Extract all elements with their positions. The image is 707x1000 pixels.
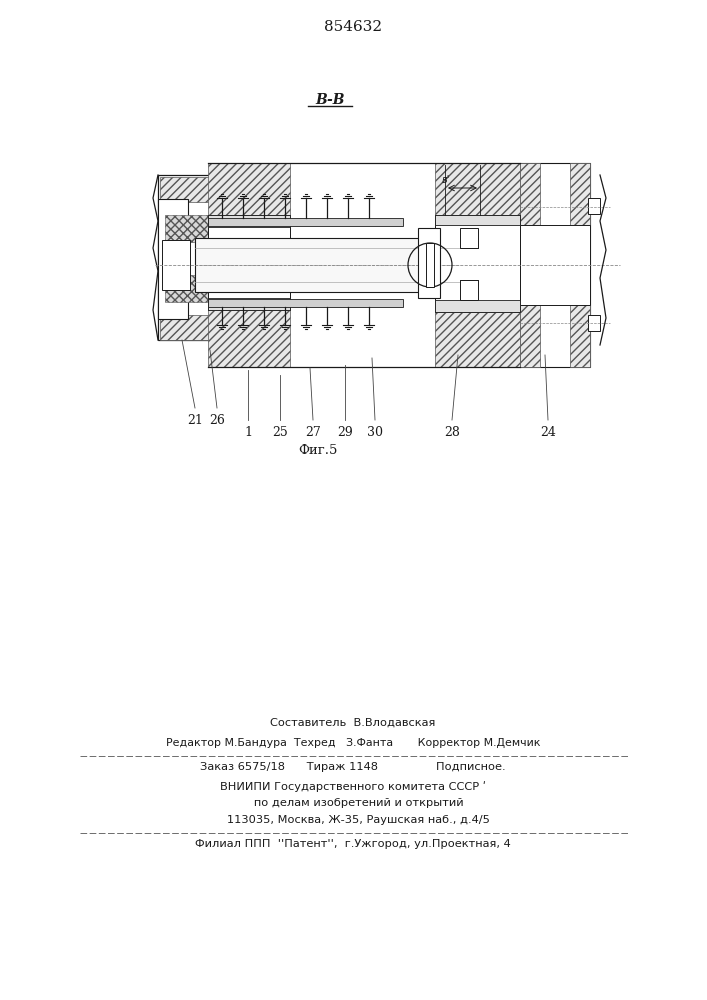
Bar [418, 228, 440, 298]
Text: 26: 26 [209, 414, 225, 427]
Text: 21: 21 [187, 414, 203, 427]
Text: Заказ 6575/18      Тираж 1148                Подписное.: Заказ 6575/18 Тираж 1148 Подписное. [200, 762, 506, 772]
Bar [435, 300, 520, 312]
Bar [520, 163, 590, 367]
Bar [208, 298, 290, 310]
Text: 27: 27 [305, 426, 321, 439]
Bar [435, 215, 520, 225]
Text: 30: 30 [367, 426, 383, 439]
Bar [195, 238, 460, 292]
Text: Редактор М.Бандура  Техред   З.Фанта       Корректор М.Демчик: Редактор М.Бандура Техред З.Фанта Коррек… [165, 738, 540, 748]
Text: Составитель  В.Влодавская: Составитель В.Влодавская [270, 718, 436, 728]
Bar [460, 228, 478, 248]
Bar [426, 243, 434, 287]
Bar [570, 163, 590, 367]
Text: 28: 28 [444, 426, 460, 439]
Text: Фиг.5: Фиг.5 [298, 444, 338, 457]
Bar [208, 218, 403, 226]
Text: ВНИИПИ Государственного комитета СССР ʹ: ВНИИПИ Государственного комитета СССР ʹ [220, 781, 486, 792]
Bar [208, 215, 290, 227]
Bar [588, 198, 600, 214]
Text: в': в' [442, 175, 450, 185]
Bar [520, 225, 590, 305]
Text: B-B: B-B [315, 93, 345, 107]
Bar [160, 177, 213, 202]
Text: Филиал ППП  ''Патент'',  г.Ужгород, ул.Проектная, 4: Филиал ППП ''Патент'', г.Ужгород, ул.Про… [195, 839, 511, 849]
Bar [208, 215, 290, 310]
Bar [208, 163, 290, 367]
Text: 854632: 854632 [324, 20, 382, 34]
Bar [208, 299, 403, 307]
Bar [158, 199, 188, 319]
Bar [460, 280, 478, 300]
Bar [158, 175, 215, 340]
Bar [520, 163, 540, 367]
Bar [435, 215, 520, 312]
Text: 24: 24 [540, 426, 556, 439]
Text: 29: 29 [337, 426, 353, 439]
Bar [588, 315, 600, 331]
Text: 25: 25 [272, 426, 288, 439]
Text: по делам изобретений и открытий: по делам изобретений и открытий [243, 798, 463, 808]
Bar [162, 240, 190, 290]
Text: 113035, Москва, Ж-35, Раушская наб., д.4/5: 113035, Москва, Ж-35, Раушская наб., д.4… [216, 815, 490, 825]
Bar [165, 275, 208, 302]
Text: 1: 1 [244, 426, 252, 439]
Bar [165, 215, 208, 242]
Bar [435, 163, 520, 367]
Bar [160, 315, 213, 340]
